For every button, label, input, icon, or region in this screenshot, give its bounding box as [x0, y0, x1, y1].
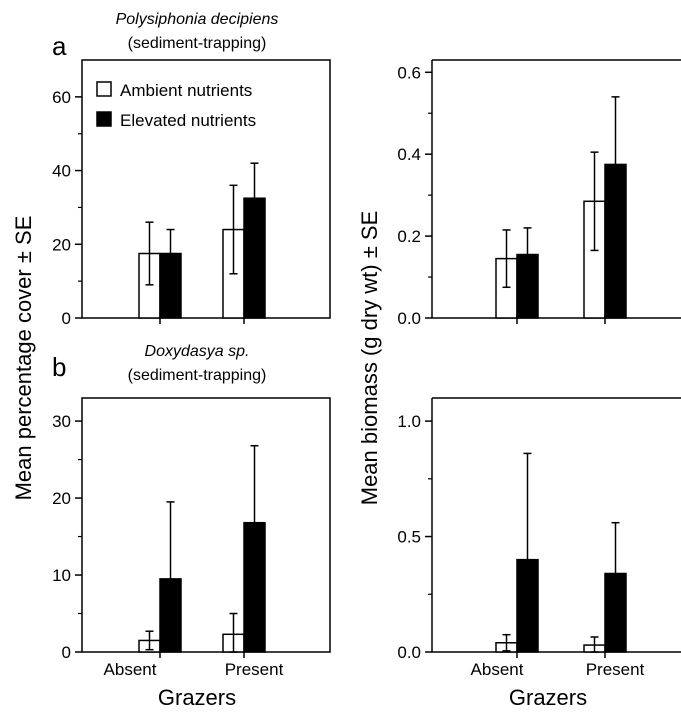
right-x-axis-title: Grazers	[509, 685, 587, 710]
legend-swatch-ambient	[96, 81, 112, 97]
y-tick-label: 0.0	[397, 309, 421, 328]
axes-frame	[81, 59, 331, 319]
legend-label-ambient: Ambient nutrients	[120, 81, 252, 100]
panel-b-subtitle: (sediment-trapping)	[128, 367, 267, 384]
legend-swatch-elevated	[96, 111, 112, 127]
bar-elevated-absent	[159, 578, 182, 653]
y-tick-label: 20	[52, 489, 71, 508]
y-tick-label: 0	[62, 643, 71, 662]
x-tick-label-present-right: Present	[586, 660, 645, 679]
y-tick-label: 0.0	[397, 643, 421, 662]
bar-elevated-absent	[516, 253, 539, 319]
y-tick-label: 20	[52, 235, 71, 254]
bar-elevated-present	[243, 521, 266, 653]
left-y-axis-title: Mean percentage cover ± SE	[11, 216, 36, 501]
y-tick-label: 30	[52, 412, 71, 431]
bar-elevated-present	[604, 163, 627, 319]
axes-frame	[81, 397, 331, 653]
panel-b-biomass-chart: 0.0 0.5 1.0	[397, 397, 681, 662]
y-tick-label: 1.0	[397, 412, 421, 431]
y-tick-label: 0.4	[397, 145, 421, 164]
panel-b-cover-chart: 0 10 20 30	[52, 397, 331, 662]
bar-elevated-present	[604, 572, 627, 653]
y-tick-label: 0.5	[397, 528, 421, 547]
y-tick-label: 60	[52, 88, 71, 107]
panel-b-letter: b	[52, 352, 66, 382]
x-tick-label-absent-right: Absent	[471, 660, 524, 679]
panel-a-cover-chart: 0 20 40 60	[52, 59, 331, 328]
y-tick-label: 0.6	[397, 63, 421, 82]
right-y-axis-title: Mean biomass (g dry wt) ± SE	[357, 211, 382, 506]
panel-b-species: Doxydasya sp.	[145, 343, 250, 360]
x-tick-label-absent-left: Absent	[104, 660, 157, 679]
x-tick-label-present-left: Present	[225, 660, 284, 679]
y-tick-label: 40	[52, 162, 71, 181]
bar-elevated-present	[243, 197, 266, 319]
panel-a-species: Polysiphonia decipiens	[116, 11, 279, 28]
panel-a-subtitle: (sediment-trapping)	[128, 35, 267, 52]
legend: Ambient nutrients Elevated nutrients	[96, 81, 256, 130]
bar-elevated-absent	[516, 558, 539, 653]
panel-a-letter: a	[52, 31, 67, 61]
y-tick-label: 0.2	[397, 227, 421, 246]
legend-label-elevated: Elevated nutrients	[120, 111, 256, 130]
left-x-axis-title: Grazers	[158, 685, 236, 710]
bar-elevated-absent	[159, 252, 182, 319]
y-tick-label: 10	[52, 566, 71, 585]
panel-a-biomass-chart: 0.0 0.2 0.4 0.6	[397, 59, 681, 328]
y-tick-label: 0	[62, 309, 71, 328]
